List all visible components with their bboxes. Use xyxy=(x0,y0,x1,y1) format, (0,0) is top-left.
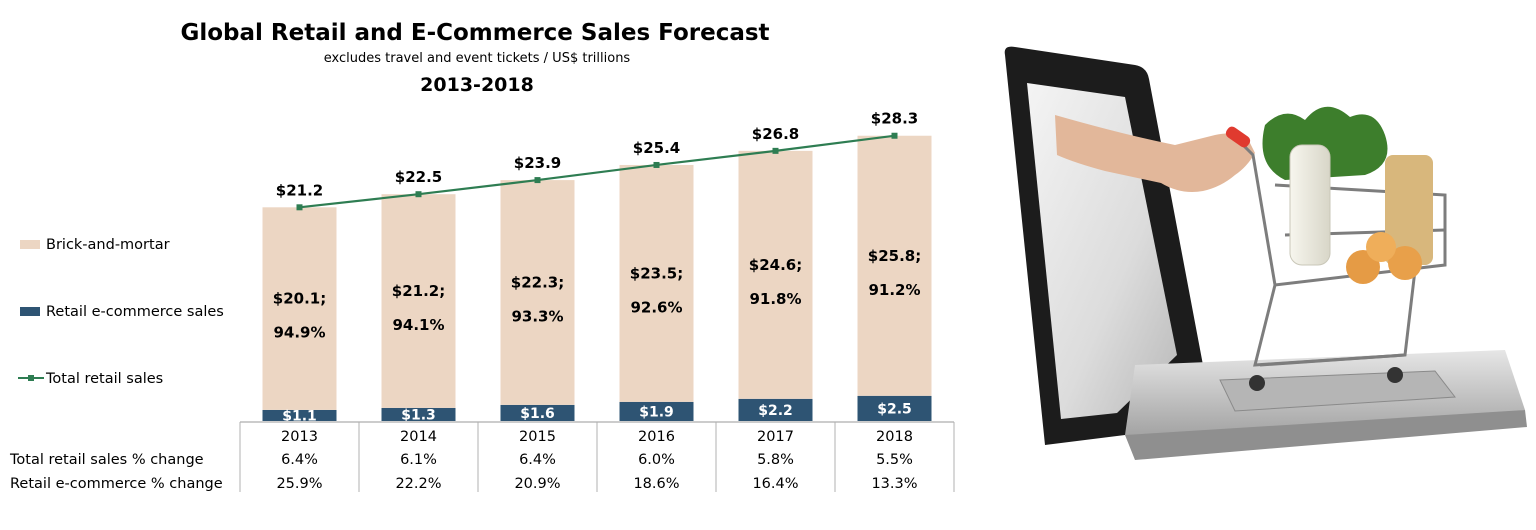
table-cell: 5.8% xyxy=(757,452,794,468)
table-cell: 25.9% xyxy=(276,476,322,492)
legend-swatch-brick-and-mortar xyxy=(20,240,40,249)
legend-marker-total-retail xyxy=(28,375,34,381)
table-cell: 13.3% xyxy=(871,476,917,492)
bar-brick-and-mortar xyxy=(619,164,694,402)
label-total-retail: $23.9 xyxy=(514,154,561,172)
label-brick-and-mortar-share: 91.8% xyxy=(749,290,801,308)
hand-icon xyxy=(1055,115,1255,192)
legend-label-total-retail: Total retail sales xyxy=(45,371,163,387)
bar-brick-and-mortar xyxy=(738,150,813,399)
table-cell: 6.1% xyxy=(400,452,437,468)
category-axis: 2013 2014 2015 2016 2017 2018 xyxy=(239,421,955,492)
table-row-label: Retail e-commerce % change xyxy=(10,476,223,492)
table-cell: 22.2% xyxy=(395,476,441,492)
label-total-retail: $26.8 xyxy=(752,125,799,143)
laptop-shopping-cart-illustration xyxy=(1004,46,1527,460)
bar-brick-and-mortar xyxy=(857,135,932,396)
label-brick-and-mortar-value: $25.8; xyxy=(868,247,921,265)
table-cell: 20.9% xyxy=(514,476,560,492)
table-cell: 6.4% xyxy=(281,452,318,468)
x-tick-label: 2015 xyxy=(519,429,556,445)
bar-group: $1.1 $20.1; 94.9% $1.3 $21.2; 94.1% $1.6 $22.3;… xyxy=(262,135,932,424)
x-tick-label: 2013 xyxy=(281,429,318,445)
label-ecommerce: $2.2 xyxy=(758,403,793,419)
label-total-retail: $22.5 xyxy=(395,168,442,186)
total-retail-point xyxy=(772,147,779,154)
label-ecommerce: $1.1 xyxy=(282,408,317,424)
bar-brick-and-mortar xyxy=(500,180,575,405)
table-cell: 18.6% xyxy=(633,476,679,492)
bar-brick-and-mortar xyxy=(262,207,337,410)
bar-ecommerce xyxy=(500,404,575,421)
orange-icon xyxy=(1388,246,1422,280)
legend-label-retail-ecommerce: Retail e-commerce sales xyxy=(46,304,224,320)
chart-subtitle: excludes travel and event tickets / US$ … xyxy=(324,51,631,66)
cart-wheel-icon xyxy=(1387,367,1403,383)
label-total-retail: $21.2 xyxy=(276,181,323,199)
legend: Brick-and-mortar Retail e-commerce sales… xyxy=(18,237,224,387)
x-tick-label: 2018 xyxy=(876,429,913,445)
label-total-retail: $25.4 xyxy=(633,139,680,157)
sales-forecast-chart: Global Retail and E-Commerce Sales Forec… xyxy=(9,20,955,492)
table-cell: 6.0% xyxy=(638,452,675,468)
bar-ecommerce xyxy=(619,401,694,421)
label-brick-and-mortar-share: 94.9% xyxy=(273,324,325,342)
label-brick-and-mortar-value: $22.3; xyxy=(511,273,564,291)
change-table: Total retail sales % change 6.4% 6.1% 6.4% 6… xyxy=(9,452,918,492)
legend-label-brick-and-mortar: Brick-and-mortar xyxy=(46,237,170,253)
legend-item-retail-ecommerce: Retail e-commerce sales xyxy=(20,304,224,320)
bar-ecommerce xyxy=(381,407,456,421)
bar-brick-and-mortar xyxy=(381,194,456,408)
x-tick-label: 2017 xyxy=(757,429,794,445)
label-brick-and-mortar-share: 91.2% xyxy=(868,281,920,299)
chart-period: 2013-2018 xyxy=(420,74,534,96)
legend-swatch-retail-ecommerce xyxy=(20,307,40,316)
label-ecommerce: $1.6 xyxy=(520,406,555,422)
milk-bottle-icon xyxy=(1289,144,1331,266)
label-brick-and-mortar-share: 92.6% xyxy=(630,298,682,316)
table-row-label: Total retail sales % change xyxy=(9,452,204,468)
x-tick-label: 2014 xyxy=(400,429,437,445)
total-retail-point xyxy=(534,177,541,184)
total-retail-point xyxy=(891,132,898,139)
label-ecommerce: $1.9 xyxy=(639,404,674,420)
bar-ecommerce xyxy=(262,409,337,421)
x-tick-label: 2016 xyxy=(638,429,675,445)
bar-ecommerce xyxy=(738,398,813,421)
cart-handle-icon xyxy=(1225,126,1251,148)
total-line-group: $21.2 $22.5 $23.9 $25.4 $26.8 $28.3 xyxy=(276,110,918,211)
cart-wheel-icon xyxy=(1249,375,1265,391)
laptop-screen-icon xyxy=(1027,83,1177,419)
label-brick-and-mortar-value: $20.1; xyxy=(273,290,326,308)
label-total-retail: $28.3 xyxy=(871,110,918,128)
label-brick-and-mortar-value: $23.5; xyxy=(630,264,683,282)
legend-item-brick-and-mortar: Brick-and-mortar xyxy=(20,237,170,253)
table-cell: 5.5% xyxy=(876,452,913,468)
bar-ecommerce xyxy=(857,395,932,421)
table-cell: 6.4% xyxy=(519,452,556,468)
table-cell: 16.4% xyxy=(752,476,798,492)
label-brick-and-mortar-share: 94.1% xyxy=(392,316,444,334)
label-ecommerce: $1.3 xyxy=(401,407,436,423)
bread-bag-icon xyxy=(1385,155,1433,265)
total-retail-line xyxy=(299,134,895,209)
laptop-front-edge-icon xyxy=(1125,410,1527,460)
label-ecommerce: $2.5 xyxy=(877,401,912,417)
total-retail-point xyxy=(415,191,422,198)
label-brick-and-mortar-value: $24.6; xyxy=(749,256,802,274)
legend-item-total-retail: Total retail sales xyxy=(18,371,163,387)
label-brick-and-mortar-share: 93.3% xyxy=(511,307,563,325)
total-retail-point xyxy=(296,204,303,211)
total-retail-point xyxy=(653,161,660,168)
chart-title: Global Retail and E-Commerce Sales Forec… xyxy=(180,20,769,46)
label-brick-and-mortar-value: $21.2; xyxy=(392,282,445,300)
orange-icon xyxy=(1366,232,1396,262)
